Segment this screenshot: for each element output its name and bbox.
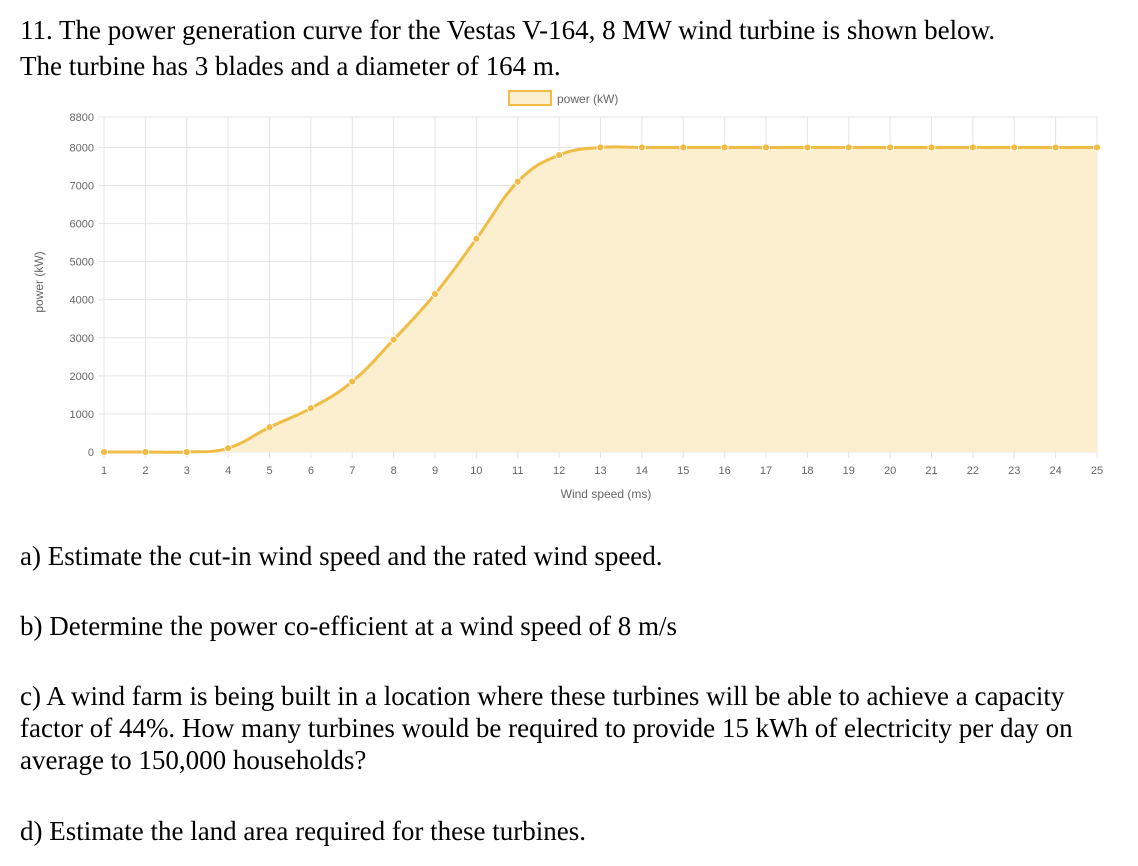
y-tick-label: 5000 (70, 257, 94, 269)
y-tick-label: 6000 (70, 219, 94, 231)
data-point (927, 143, 936, 152)
x-tick-label: 25 (1091, 465, 1103, 477)
x-tick-label: 1 (101, 465, 107, 477)
data-point (472, 234, 481, 243)
x-tick-label: 5 (266, 465, 272, 477)
y-tick-label: 0 (88, 447, 94, 459)
data-point (513, 177, 522, 186)
x-tick-labels: 1 2 3 4 5 6 7 8 9 10 11 12 13 14 15 16 17 18 19 20 21 22 23 24 2… (101, 465, 1103, 477)
x-tick-label: 9 (432, 465, 438, 477)
x-tick-label: 3 (184, 465, 190, 477)
x-tick-label: 22 (967, 465, 979, 477)
x-tick-label: 20 (884, 465, 896, 477)
x-tick-label: 19 (843, 465, 855, 477)
x-tick-label: 15 (677, 465, 689, 477)
data-point (679, 143, 688, 152)
legend-label[interactable]: power (kW) (557, 92, 618, 106)
data-point (844, 143, 853, 152)
data-point (968, 143, 977, 152)
data-point (431, 290, 439, 298)
data-point (886, 143, 895, 152)
data-point (100, 448, 108, 456)
x-tick-label: 11 (512, 465, 523, 477)
x-tick-label: 2 (142, 465, 148, 477)
x-tick-label: 12 (553, 465, 565, 477)
data-point (1010, 143, 1019, 152)
power-area-fill (104, 146, 1097, 453)
data-point (720, 143, 729, 152)
x-axis-label: Wind speed (ms) (561, 487, 652, 501)
question-header: 11. The power generation curve for the V… (20, 12, 1130, 84)
part-d-text: d) Estimate the land area required for t… (20, 816, 587, 846)
part-a-text: a) Estimate the cut-in wind speed and th… (20, 541, 663, 571)
x-tick-label: 24 (1050, 465, 1062, 477)
x-tick-label: 18 (801, 465, 813, 477)
legend-swatch[interactable] (508, 90, 552, 106)
y-tick-label: 4000 (70, 295, 94, 307)
data-point (1093, 143, 1101, 152)
part-c-text: c) A wind farm is being built in a locat… (20, 681, 1073, 775)
data-point (141, 448, 150, 456)
x-tick-label: 4 (225, 465, 231, 477)
data-point (265, 423, 274, 432)
part-b-text: b) Determine the power co-efficient at a… (20, 611, 678, 641)
y-tick-label: 1000 (70, 409, 94, 421)
power-series-points (100, 143, 1101, 456)
data-point (1051, 143, 1060, 152)
y-tick-label: 3000 (70, 333, 94, 345)
data-point (555, 151, 564, 159)
y-tick-label: 7000 (70, 181, 94, 193)
x-tick-label: 23 (1008, 465, 1020, 477)
x-tick-label: 16 (719, 465, 731, 477)
data-point (803, 143, 812, 152)
question-line-1: 11. The power generation curve for the V… (20, 15, 996, 45)
data-point (348, 377, 357, 386)
data-point (637, 143, 646, 152)
x-tick-label: 21 (925, 465, 937, 477)
x-tick-label: 7 (349, 465, 355, 477)
data-point (762, 143, 770, 152)
question-line-2: The turbine has 3 blades and a diameter … (20, 51, 561, 81)
data-point (306, 404, 315, 413)
data-point (389, 335, 398, 344)
x-tick-label: 10 (470, 465, 482, 477)
y-axis-label: power (kW) (32, 251, 46, 312)
data-point (596, 143, 605, 152)
x-tick-label: 14 (636, 465, 648, 477)
x-tick-label: 8 (391, 465, 397, 477)
y-tick-label: 8000 (70, 142, 94, 154)
data-point (182, 448, 191, 456)
y-tick-label: 2000 (70, 371, 94, 383)
x-tick-label: 17 (760, 465, 772, 477)
x-tick-label: 13 (594, 465, 606, 477)
y-tick-labels: 0 1000 2000 3000 4000 5000 6000 7000 8000 8800 (70, 112, 94, 459)
y-tick-label: 8800 (70, 112, 94, 124)
x-tick-label: 6 (308, 465, 314, 477)
data-point (224, 444, 233, 453)
